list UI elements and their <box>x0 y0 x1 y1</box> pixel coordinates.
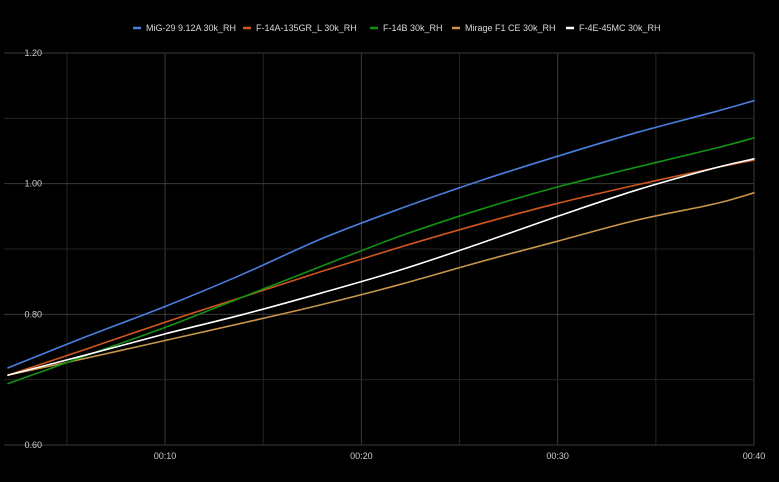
y-tick-label: 1.00 <box>24 179 42 189</box>
legend-item[interactable]: F-4E-45MC 30k_RH <box>566 23 661 33</box>
series-lines <box>7 99 755 385</box>
series-line-3 <box>7 192 755 376</box>
legend-label: MiG-29 9.12A 30k_RH <box>146 23 236 33</box>
y-tick-label: 0.80 <box>24 309 42 319</box>
legend-item[interactable]: MiG-29 9.12A 30k_RH <box>133 23 236 33</box>
series-line-2 <box>7 137 755 385</box>
grid <box>4 52 755 446</box>
legend-item[interactable]: Mirage F1 CE 30k_RH <box>452 23 556 33</box>
legend-label: F-4E-45MC 30k_RH <box>579 23 661 33</box>
series-line-1 <box>7 159 755 376</box>
x-tick-label: 00:20 <box>350 451 373 461</box>
series-line-0 <box>7 99 755 369</box>
legend: MiG-29 9.12A 30k_RH F-14A-135GR_L 30k_RH F… <box>133 23 661 33</box>
legend-label: F-14A-135GR_L 30k_RH <box>256 23 357 33</box>
y-tick-label: 0.60 <box>24 440 42 450</box>
x-tick-label: 00:30 <box>546 451 569 461</box>
legend-label: Mirage F1 CE 30k_RH <box>465 23 556 33</box>
y-tick-label: 1.20 <box>24 48 42 58</box>
legend-item[interactable]: F-14A-135GR_L 30k_RH <box>243 23 357 33</box>
legend-label: F-14B 30k_RH <box>383 23 443 33</box>
series-line-4 <box>7 158 755 376</box>
y-axis-ticks: 0.60 0.80 1.00 1.20 <box>24 48 42 450</box>
x-axis-ticks: 00:10 00:20 00:30 00:40 <box>154 451 765 461</box>
x-tick-label: 00:40 <box>743 451 766 461</box>
legend-item[interactable]: F-14B 30k_RH <box>370 23 443 33</box>
x-tick-label: 00:10 <box>154 451 177 461</box>
